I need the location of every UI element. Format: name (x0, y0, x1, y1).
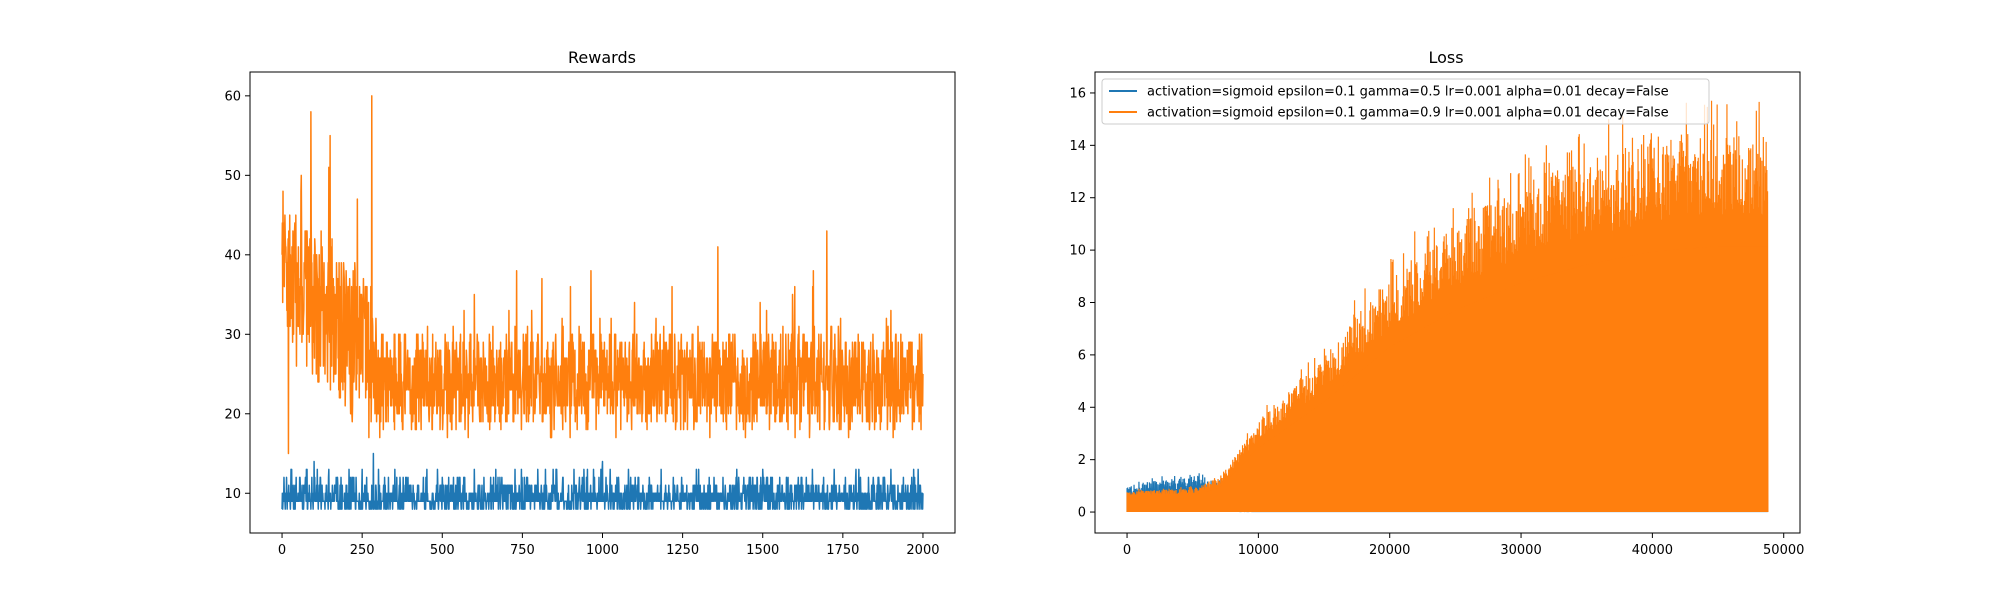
rewards-x-tick-label: 500 (430, 543, 455, 558)
loss-y-tick-label: 4 (1078, 401, 1086, 416)
rewards-x-tick-label: 750 (510, 543, 535, 558)
loss-chart: Loss 0 10000 20000 30000 40000 50000 0 2 4 6 8 10 12… (1069, 48, 1804, 558)
rewards-x-tick-label: 1500 (746, 543, 779, 558)
legend-box (1101, 78, 1710, 125)
rewards-x-tick-label: 1750 (826, 543, 859, 558)
rewards-x-tick-label: 2000 (906, 543, 939, 558)
loss-y-tick-label: 0 (1078, 506, 1086, 521)
rewards-y-tick-label: 60 (224, 89, 241, 104)
loss-y-tick-label: 14 (1069, 139, 1086, 154)
rewards-y-tick-label: 10 (224, 487, 241, 502)
loss-x-tick-label: 30000 (1500, 543, 1541, 558)
loss-y-tick-label: 12 (1069, 191, 1086, 206)
rewards-series-gamma-09-line (281, 95, 924, 455)
loss-x-tick-label: 10000 (1238, 543, 1279, 558)
loss-y-tick-label: 10 (1069, 244, 1086, 259)
loss-y-tick-label: 6 (1078, 348, 1086, 363)
rewards-y-tick-label: 40 (224, 248, 241, 263)
loss-series-gamma-09-fill (1127, 246, 1768, 513)
rewards-axes-frame (249, 71, 956, 534)
rewards-x-tick-label: 250 (350, 543, 375, 558)
loss-y-tick-label: 8 (1078, 296, 1086, 311)
loss-legend: activation=sigmoid epsilon=0.1 gamma=0.5… (1101, 78, 1710, 125)
loss-x-tick-label: 0 (1123, 543, 1131, 558)
rewards-y-tick-label: 50 (224, 169, 241, 184)
loss-axes-frame (1094, 71, 1801, 534)
rewards-y-tick-label: 20 (224, 407, 241, 422)
rewards-chart: Rewards 0 250 500 750 1000 1250 1500 1750 2000 10… (224, 48, 956, 558)
rewards-series-gamma-05-line (281, 452, 924, 510)
rewards-x-tick-label: 1000 (586, 543, 619, 558)
loss-y-tick-label: 2 (1078, 453, 1086, 468)
rewards-title: Rewards (568, 48, 636, 67)
rewards-y-tick-label: 30 (224, 328, 241, 343)
legend-label-gamma-09: activation=sigmoid epsilon=0.1 gamma=0.9… (1147, 106, 1669, 121)
rewards-series-group (281, 95, 924, 510)
loss-title: Loss (1428, 48, 1463, 67)
legend-label-gamma-05: activation=sigmoid epsilon=0.1 gamma=0.5… (1147, 85, 1669, 100)
rewards-x-tick-label: 0 (278, 543, 286, 558)
rewards-ticks: 0 250 500 750 1000 1250 1500 1750 2000 10 20 30 40 50… (224, 89, 939, 558)
loss-x-tick-label: 20000 (1369, 543, 1410, 558)
loss-x-tick-label: 40000 (1632, 543, 1673, 558)
loss-ticks: 0 10000 20000 30000 40000 50000 0 2 4 6 8 10 12 14 16 (1069, 86, 1804, 558)
rewards-x-tick-label: 1250 (666, 543, 699, 558)
loss-x-tick-label: 50000 (1763, 543, 1804, 558)
loss-y-tick-label: 16 (1069, 86, 1086, 101)
loss-series-group (1126, 100, 1769, 513)
